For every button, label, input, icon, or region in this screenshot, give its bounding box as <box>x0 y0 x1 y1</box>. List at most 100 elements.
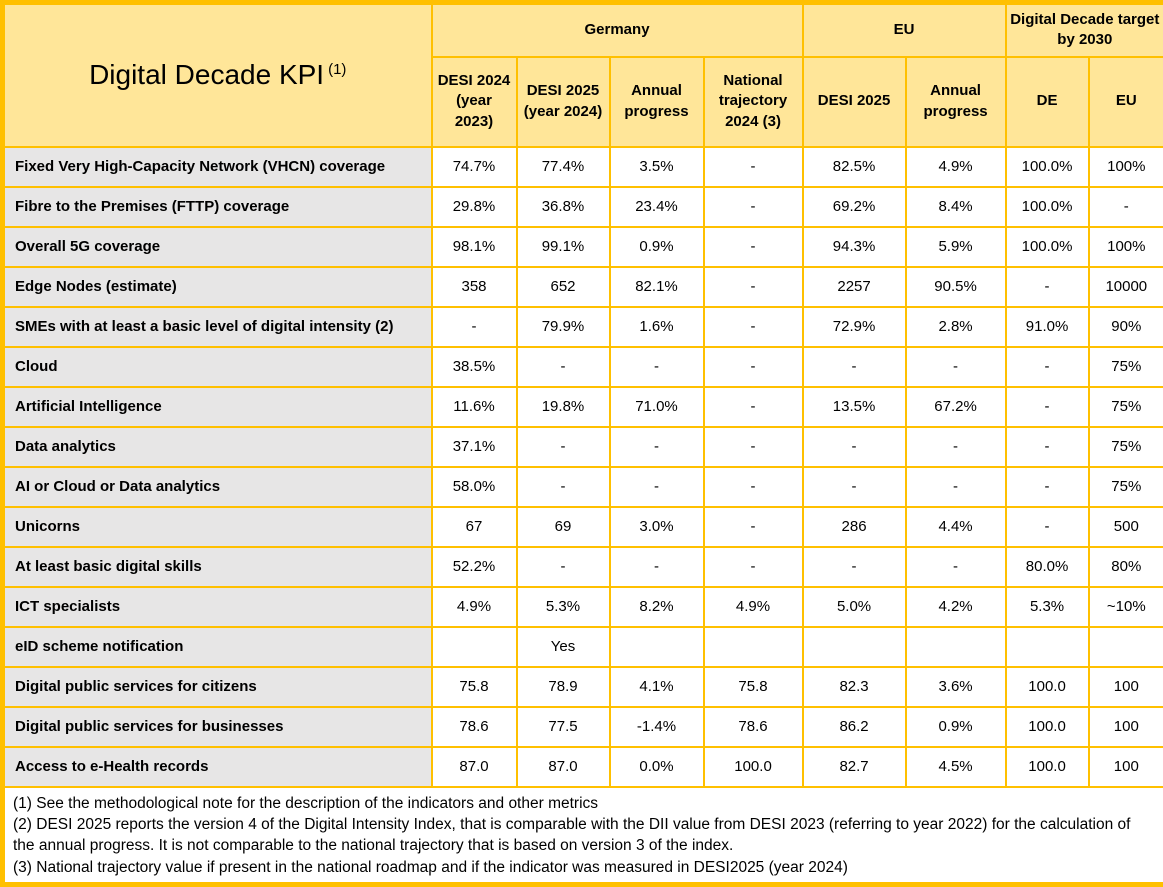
kpi-value-cell: - <box>704 427 803 467</box>
kpi-value-cell: 100% <box>1089 147 1163 187</box>
kpi-value-cell: 67 <box>432 507 517 547</box>
kpi-value-cell: 10000 <box>1089 267 1163 307</box>
footnote-3: (3) National trajectory value if present… <box>13 857 1155 878</box>
kpi-label: Access to e-Health records <box>3 747 432 787</box>
kpi-value-cell: 100.0 <box>704 747 803 787</box>
kpi-value-cell: - <box>517 347 610 387</box>
kpi-value-cell: - <box>432 307 517 347</box>
kpi-value-cell: 98.1% <box>432 227 517 267</box>
kpi-label: ICT specialists <box>3 587 432 627</box>
kpi-value-cell: 1.6% <box>610 307 704 347</box>
kpi-value-cell <box>610 627 704 667</box>
kpi-value-cell: 86.2 <box>803 707 906 747</box>
kpi-value-cell: 100 <box>1089 667 1163 707</box>
column-header-national-trajectory-2024: National trajectory 2024 (3) <box>704 57 803 147</box>
kpi-value-cell: - <box>1006 267 1089 307</box>
column-header-target-de: DE <box>1006 57 1089 147</box>
kpi-value-cell: - <box>906 347 1006 387</box>
kpi-value-cell: - <box>704 307 803 347</box>
column-header-desi-2024-year-2023: DESI 2024 (year 2023) <box>432 57 517 147</box>
kpi-value-cell: - <box>704 187 803 227</box>
kpi-value-cell: Yes <box>517 627 610 667</box>
kpi-value-cell: - <box>1089 187 1163 227</box>
kpi-value-cell: - <box>704 347 803 387</box>
kpi-value-cell: 100.0% <box>1006 187 1089 227</box>
kpi-value-cell: - <box>517 547 610 587</box>
footnotes: (1) See the methodological note for the … <box>3 787 1163 885</box>
kpi-value-cell: 4.9% <box>906 147 1006 187</box>
kpi-value-cell: - <box>610 467 704 507</box>
kpi-value-cell <box>906 627 1006 667</box>
page-title-superscript: (1) <box>328 61 346 78</box>
column-header-target-eu: EU <box>1089 57 1163 147</box>
kpi-value-cell: 67.2% <box>906 387 1006 427</box>
kpi-value-cell: 77.4% <box>517 147 610 187</box>
column-group-row: Digital Decade KPI(1) Germany EU Digital… <box>3 3 1163 57</box>
kpi-value-cell: 69 <box>517 507 610 547</box>
kpi-value-cell: 100.0% <box>1006 227 1089 267</box>
kpi-value-cell: - <box>803 347 906 387</box>
kpi-value-cell <box>432 627 517 667</box>
kpi-value-cell: 87.0 <box>517 747 610 787</box>
page-title: Digital Decade KPI(1) <box>3 3 432 147</box>
footnote-1: (1) See the methodological note for the … <box>13 793 1155 814</box>
kpi-value-cell: 75% <box>1089 347 1163 387</box>
kpi-value-cell <box>704 627 803 667</box>
kpi-value-cell: 500 <box>1089 507 1163 547</box>
kpi-value-cell: 75.8 <box>432 667 517 707</box>
kpi-value-cell: - <box>1006 507 1089 547</box>
footnotes-row: (1) See the methodological note for the … <box>3 787 1163 885</box>
kpi-value-cell: 52.2% <box>432 547 517 587</box>
kpi-value-cell: - <box>803 547 906 587</box>
kpi-value-cell: - <box>517 427 610 467</box>
kpi-table-body: Fixed Very High-Capacity Network (VHCN) … <box>3 147 1163 787</box>
kpi-value-cell: 8.2% <box>610 587 704 627</box>
kpi-value-cell: - <box>704 227 803 267</box>
kpi-value-cell: 100% <box>1089 227 1163 267</box>
kpi-value-cell: - <box>906 427 1006 467</box>
kpi-value-cell: 100.0 <box>1006 707 1089 747</box>
kpi-value-cell: 100 <box>1089 707 1163 747</box>
kpi-label: Fixed Very High-Capacity Network (VHCN) … <box>3 147 432 187</box>
kpi-value-cell: 99.1% <box>517 227 610 267</box>
kpi-value-cell: - <box>1006 387 1089 427</box>
kpi-value-cell: 4.5% <box>906 747 1006 787</box>
kpi-value-cell: 78.9 <box>517 667 610 707</box>
kpi-value-cell: 2257 <box>803 267 906 307</box>
kpi-value-cell: 286 <box>803 507 906 547</box>
kpi-value-cell: - <box>704 507 803 547</box>
kpi-label: Overall 5G coverage <box>3 227 432 267</box>
kpi-value-cell <box>803 627 906 667</box>
kpi-value-cell: 11.6% <box>432 387 517 427</box>
kpi-value-cell: - <box>906 467 1006 507</box>
kpi-value-cell: 75% <box>1089 387 1163 427</box>
kpi-value-cell: ~10% <box>1089 587 1163 627</box>
kpi-value-cell: - <box>704 467 803 507</box>
kpi-value-cell: - <box>704 547 803 587</box>
kpi-value-cell: 79.9% <box>517 307 610 347</box>
column-header-annual-progress-eu: Annual progress <box>906 57 1006 147</box>
kpi-value-cell: 4.9% <box>432 587 517 627</box>
kpi-value-cell: 36.8% <box>517 187 610 227</box>
kpi-value-cell: - <box>1006 347 1089 387</box>
kpi-value-cell: 77.5 <box>517 707 610 747</box>
kpi-value-cell: 90.5% <box>906 267 1006 307</box>
kpi-label: Unicorns <box>3 507 432 547</box>
kpi-value-cell: 4.2% <box>906 587 1006 627</box>
kpi-value-cell: 75% <box>1089 427 1163 467</box>
kpi-value-cell: - <box>906 547 1006 587</box>
kpi-label: Digital public services for businesses <box>3 707 432 747</box>
column-header-desi-2025-eu: DESI 2025 <box>803 57 906 147</box>
kpi-value-cell: - <box>610 547 704 587</box>
kpi-value-cell: 38.5% <box>432 347 517 387</box>
kpi-label: Data analytics <box>3 427 432 467</box>
